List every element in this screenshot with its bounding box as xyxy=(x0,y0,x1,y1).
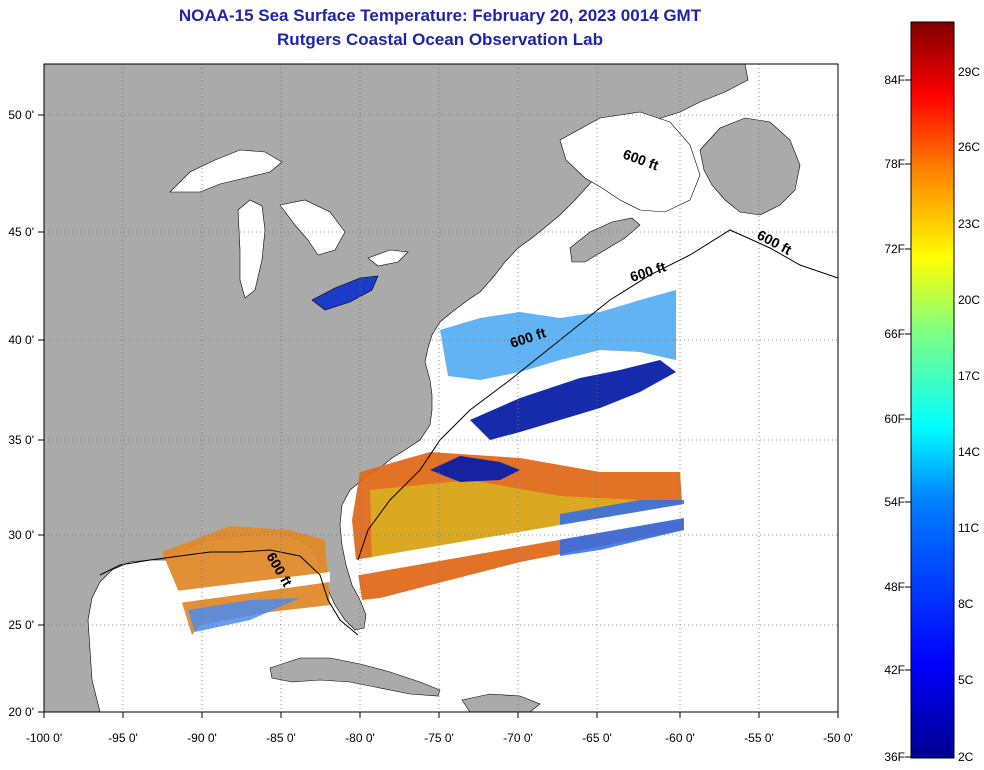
sst-cold-patch xyxy=(430,456,520,482)
colorbar-f-label: 72F xyxy=(884,242,905,256)
colorbar-celsius-labels: 29C 26C 23C 20C 17C 14C 11C 8C 5C 2C xyxy=(958,65,980,764)
graticule xyxy=(44,64,838,712)
map-title: NOAA-15 Sea Surface Temperature: Februar… xyxy=(178,6,702,25)
sst-mixed-north xyxy=(440,290,676,380)
lon-tick-label: -65 0' xyxy=(582,731,612,745)
lon-tick-label: -90 0' xyxy=(187,731,217,745)
lat-tick-label: 45 0' xyxy=(8,225,34,239)
colorbar-f-label: 60F xyxy=(884,412,905,426)
colorbar-f-label: 66F xyxy=(884,327,905,341)
lon-tick-label: -60 0' xyxy=(665,731,695,745)
colorbar-c-label: 29C xyxy=(958,65,980,79)
lon-tick-label: -100 0' xyxy=(26,731,62,745)
colorbar-f-label: 54F xyxy=(884,495,905,509)
colorbar-fahrenheit-labels: 84F 78F 72F 66F 60F 54F 48F 42F 36F xyxy=(884,73,911,764)
lat-tick-label: 40 0' xyxy=(8,333,34,347)
colorbar-c-label: 20C xyxy=(958,293,980,307)
lat-tick-label: 35 0' xyxy=(8,433,34,447)
lon-tick-label: -95 0' xyxy=(108,731,138,745)
lon-tick-label: -75 0' xyxy=(424,731,454,745)
sst-gulf-cool xyxy=(188,598,300,632)
map-frame xyxy=(43,63,839,713)
lake-erie xyxy=(311,275,379,311)
colorbar-f-label: 42F xyxy=(884,663,905,677)
lake-michigan xyxy=(237,199,266,299)
colorbar-c-label: 23C xyxy=(958,217,980,231)
lon-tick-label: -80 0' xyxy=(345,731,375,745)
lat-tick-label: 30 0' xyxy=(8,528,34,542)
colorbar xyxy=(910,21,955,759)
map-subtitle: Rutgers Coastal Ocean Observation Lab xyxy=(277,30,603,49)
longitude-axis: -100 0' -95 0' -90 0' -85 0' -80 0' -75 0' -70… xyxy=(26,712,853,745)
colorbar-c-label: 11C xyxy=(958,521,979,535)
gulf-st-lawrence xyxy=(559,111,701,213)
lake-superior xyxy=(169,149,283,193)
lon-tick-label: -85 0' xyxy=(266,731,296,745)
sst-swath-gap xyxy=(354,504,684,576)
colorbar-c-label: 2C xyxy=(958,750,974,764)
colorbar-c-label: 17C xyxy=(958,369,980,383)
colorbar-c-label: 14C xyxy=(958,445,980,459)
isobath-line-gulf xyxy=(99,549,359,636)
lat-tick-label: 50 0' xyxy=(8,108,34,122)
land-nova-scotia xyxy=(569,217,641,263)
colorbar-f-label: 48F xyxy=(884,580,905,594)
colorbar-f-label: 84F xyxy=(884,73,905,87)
latitude-axis: 50 0' 45 0' 40 0' 35 0' 30 0' 25 0' 20 0' xyxy=(8,108,44,719)
lon-tick-label: -55 0' xyxy=(744,731,774,745)
lon-tick-label: -70 0' xyxy=(503,731,533,745)
land-hispaniola xyxy=(461,693,541,712)
lat-tick-label: 20 0' xyxy=(8,705,34,719)
colorbar-c-label: 26C xyxy=(958,140,980,154)
sst-cold-shelf xyxy=(470,360,676,440)
land-newfoundland xyxy=(699,117,801,216)
sst-gulf-gap xyxy=(168,572,330,604)
colorbar-c-label: 8C xyxy=(958,597,974,611)
colorbar-c-label: 5C xyxy=(958,673,974,687)
lake-huron xyxy=(279,199,346,256)
colorbar-f-label: 36F xyxy=(884,750,905,764)
lon-tick-label: -50 0' xyxy=(823,731,853,745)
lake-ontario xyxy=(367,249,409,267)
colorbar-f-label: 78F xyxy=(884,157,905,171)
lat-tick-label: 25 0' xyxy=(8,618,34,632)
land-cuba xyxy=(269,657,441,697)
